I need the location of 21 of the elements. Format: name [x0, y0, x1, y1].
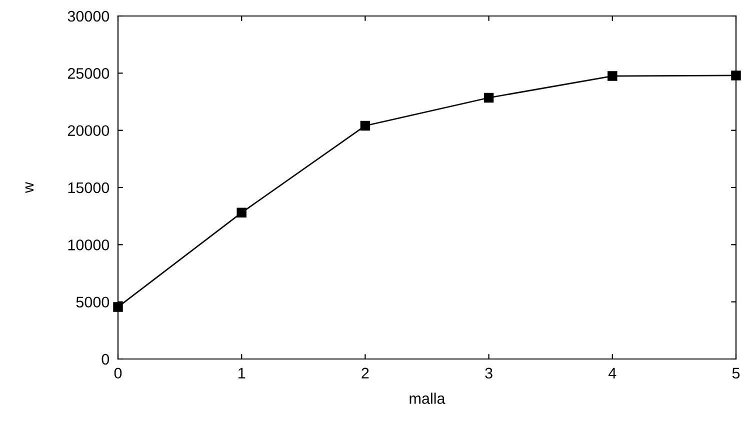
point	[360, 120, 370, 131]
y-tick-label: 0	[102, 354, 110, 365]
x-tick-label: 4	[608, 368, 616, 378]
x-tick-label: 2	[362, 368, 369, 378]
x-tick-label: 1	[238, 368, 246, 378]
point	[608, 71, 618, 81]
y-axis-title: w	[25, 182, 34, 194]
y-tick-label: 10000	[68, 240, 110, 250]
point	[236, 208, 246, 218]
x-tick-label: 5	[732, 368, 740, 379]
x-tick-label: 0	[114, 368, 122, 379]
x-tick-label: 3	[485, 368, 492, 379]
y-tick-label: 25000	[68, 68, 110, 79]
y-tick-label: 5000	[76, 296, 110, 308]
point	[113, 302, 123, 312]
y-tick-label: 20000	[68, 125, 110, 136]
y-tick-label: 15000	[68, 182, 110, 194]
point	[484, 92, 494, 103]
y-tick-label: 30000	[68, 10, 110, 22]
x-axis-title: malla	[410, 392, 446, 404]
point	[731, 70, 741, 80]
